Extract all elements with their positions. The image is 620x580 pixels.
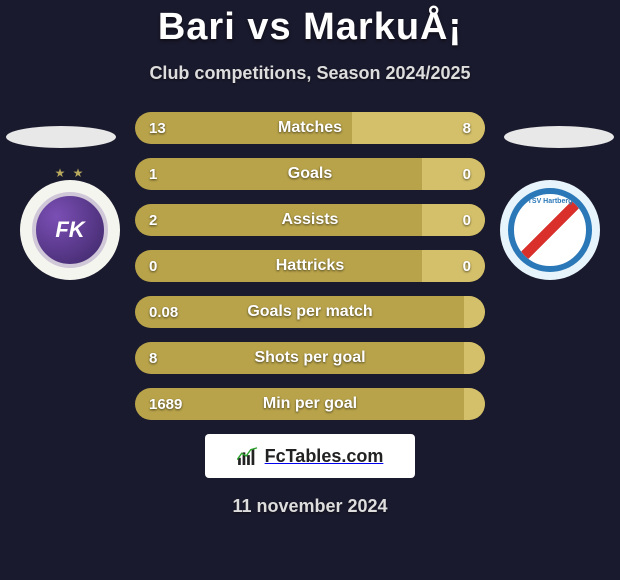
- stat-label: Min per goal: [263, 395, 357, 413]
- infographic-date: 11 november 2024: [0, 496, 620, 517]
- stat-label: Goals: [288, 165, 332, 183]
- stat-label: Assists: [282, 211, 339, 229]
- comparison-bars: 13 Matches 8 1 Goals 0 2 Assists 0 0 Hat…: [135, 112, 485, 420]
- player-photo-right-placeholder: [504, 126, 614, 148]
- stat-left-value: 0.08: [149, 304, 178, 321]
- tsv-hartberg-crest: [508, 188, 592, 272]
- stat-left-value: 1: [149, 166, 157, 183]
- stat-row: 1 Goals 0: [135, 158, 485, 190]
- stat-label: Shots per goal: [254, 349, 365, 367]
- bar-fill: [464, 296, 485, 328]
- club-badge-right: [500, 180, 600, 280]
- stat-row: 1689 Min per goal: [135, 388, 485, 420]
- brand-text: FcTables.com: [265, 446, 384, 467]
- stat-row: 13 Matches 8: [135, 112, 485, 144]
- season-subtitle: Club competitions, Season 2024/2025: [0, 63, 620, 84]
- stat-left-value: 0: [149, 258, 157, 275]
- bar-fill: [422, 158, 485, 190]
- stars-icon: ★ ★: [55, 166, 86, 180]
- fk-austria-wien-crest: [32, 192, 108, 268]
- stat-right-value: 0: [463, 212, 471, 229]
- stat-row: 0 Hattricks 0: [135, 250, 485, 282]
- page-title: Bari vs MarkuÅ¡: [0, 0, 620, 49]
- stat-left-value: 8: [149, 350, 157, 367]
- stat-row: 0.08 Goals per match: [135, 296, 485, 328]
- stat-right-value: 0: [463, 258, 471, 275]
- brand-link[interactable]: FcTables.com: [205, 434, 415, 478]
- bar-fill: [422, 204, 485, 236]
- player-photo-left-placeholder: [6, 126, 116, 148]
- stat-right-value: 0: [463, 166, 471, 183]
- stat-left-value: 1689: [149, 396, 182, 413]
- bar-fill: [464, 388, 485, 420]
- stat-label: Matches: [278, 119, 342, 137]
- stat-row: 2 Assists 0: [135, 204, 485, 236]
- club-badge-left: ★ ★: [20, 180, 120, 280]
- stat-label: Hattricks: [276, 257, 344, 275]
- stat-left-value: 13: [149, 120, 166, 137]
- stat-row: 8 Shots per goal: [135, 342, 485, 374]
- stat-left-value: 2: [149, 212, 157, 229]
- bar-fill: [422, 250, 485, 282]
- bar-fill: [464, 342, 485, 374]
- stat-right-value: 8: [463, 120, 471, 137]
- bar-chart-icon: [237, 447, 259, 465]
- stat-label: Goals per match: [247, 303, 372, 321]
